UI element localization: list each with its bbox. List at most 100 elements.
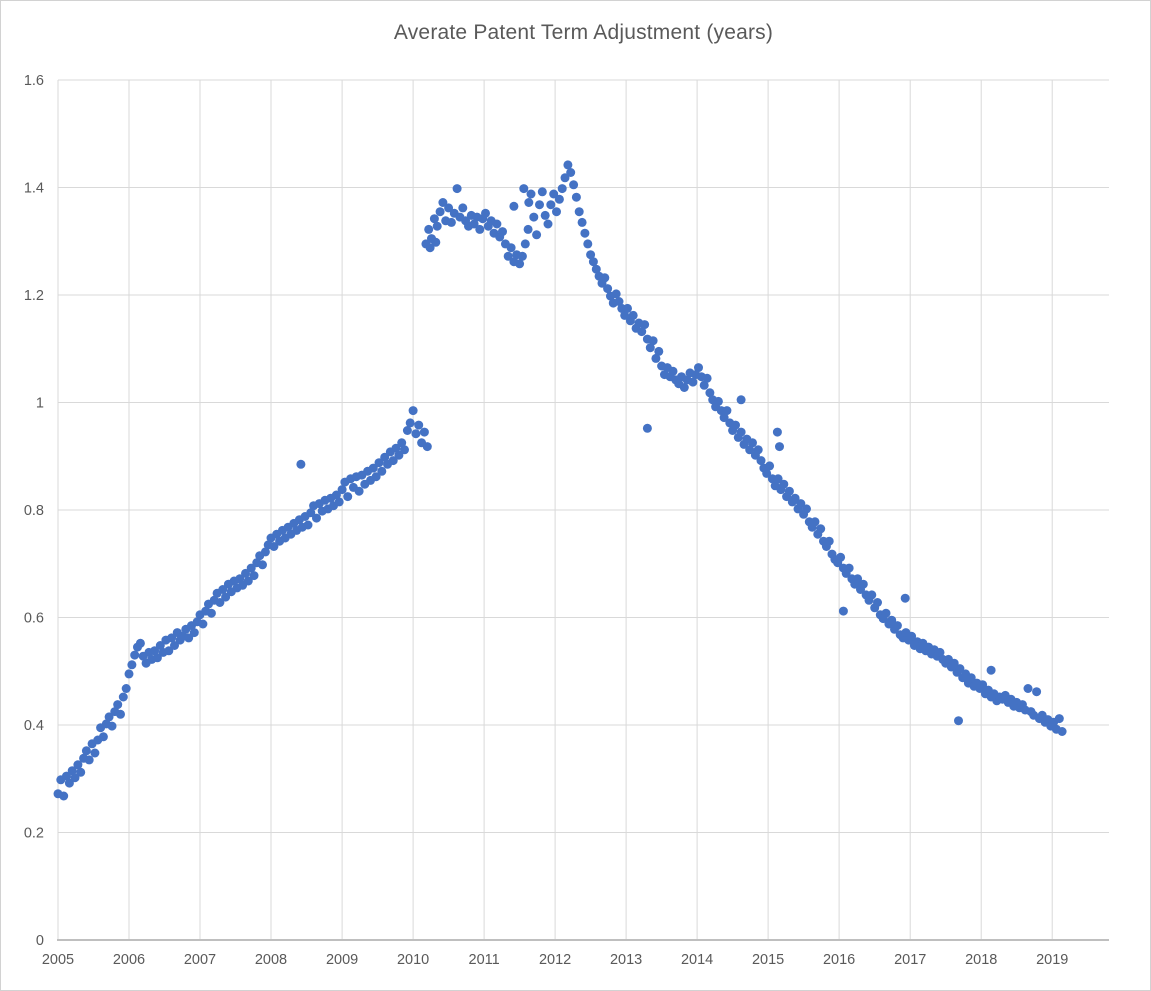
data-point [306, 508, 316, 518]
data-point [523, 224, 533, 234]
data-point [546, 200, 556, 210]
x-tick-label: 2009 [326, 952, 358, 968]
data-point [949, 658, 959, 668]
data-point [269, 542, 279, 551]
data-point [296, 459, 306, 469]
data-point [405, 418, 415, 428]
data-point [588, 257, 598, 267]
data-point [713, 396, 723, 406]
data-point [688, 377, 698, 387]
data-point [446, 217, 456, 227]
data-point [540, 210, 550, 220]
data-point [503, 251, 513, 261]
data-point [70, 773, 80, 783]
data-point [526, 189, 536, 199]
x-tick-label: 2017 [894, 952, 926, 968]
x-tick-label: 2007 [184, 952, 216, 968]
y-tick-label: 1.4 [24, 181, 44, 197]
data-point [444, 203, 454, 213]
data-point [640, 320, 650, 330]
data-point [121, 684, 131, 693]
data-point [218, 585, 228, 594]
data-point [867, 590, 877, 600]
data-point [107, 721, 117, 731]
data-point [881, 608, 891, 618]
data-point [611, 289, 621, 299]
data-point [249, 571, 259, 581]
data-point [775, 442, 784, 452]
data-point [354, 486, 364, 496]
x-tick-label: 2013 [610, 952, 642, 968]
data-point [243, 576, 253, 586]
x-tick-label: 2019 [1036, 952, 1068, 968]
data-point [836, 552, 846, 562]
data-point [566, 168, 576, 177]
data-point [580, 228, 590, 238]
x-tick-label: 2014 [681, 952, 713, 968]
x-tick-label: 2011 [469, 952, 500, 968]
data-point [736, 395, 746, 405]
data-point [104, 712, 114, 722]
data-point [408, 406, 418, 416]
data-point [954, 716, 963, 726]
data-point [170, 641, 179, 650]
data-point [506, 243, 516, 253]
data-point [337, 485, 347, 495]
data-point [184, 633, 194, 643]
data-point [425, 243, 435, 253]
data-point [543, 219, 553, 229]
gridlines [57, 79, 1109, 941]
data-point [380, 452, 390, 462]
data-point [844, 563, 854, 573]
chart-title: Averate Patent Term Adjustment (years) [393, 21, 774, 44]
data-point [654, 346, 664, 356]
data-point [600, 273, 610, 283]
data-point [557, 184, 567, 194]
data-point [935, 647, 945, 657]
data-point [429, 214, 439, 224]
data-point [623, 303, 632, 313]
data-point [1032, 687, 1042, 697]
data-point [452, 184, 462, 194]
data-point [394, 450, 404, 460]
data-point [1057, 727, 1067, 736]
data-point [628, 310, 638, 320]
data-point [343, 492, 353, 502]
data-point [978, 680, 988, 690]
data-point [535, 200, 544, 210]
data-point [84, 755, 94, 765]
data-point [260, 547, 270, 557]
x-tick-label: 2016 [823, 952, 855, 968]
x-tick-label: 2005 [42, 952, 74, 968]
data-point [765, 461, 775, 471]
data-point [334, 497, 344, 507]
data-point [892, 621, 902, 631]
data-point [955, 664, 965, 674]
data-point [76, 767, 86, 777]
data-point [537, 187, 547, 197]
data-point [135, 638, 145, 648]
data-point [1054, 714, 1064, 724]
data-point [90, 748, 100, 758]
data-point [246, 563, 256, 573]
data-point [198, 619, 208, 629]
data-point [603, 284, 613, 294]
y-tick-label: 0.4 [24, 718, 44, 734]
data-point [563, 160, 573, 170]
data-point [532, 230, 542, 240]
data-point [699, 380, 709, 390]
data-point [303, 520, 313, 530]
data-point [481, 208, 490, 218]
data-point [62, 771, 71, 781]
data-point [492, 219, 502, 229]
data-point [124, 669, 134, 679]
data-point [152, 653, 162, 663]
y-tick-label: 0 [36, 933, 44, 949]
data-point [569, 180, 579, 190]
data-point [331, 490, 341, 500]
data-point [549, 189, 559, 199]
x-tick-label: 2015 [752, 952, 784, 968]
x-tick-label: 2018 [965, 952, 997, 968]
data-point [424, 224, 434, 234]
